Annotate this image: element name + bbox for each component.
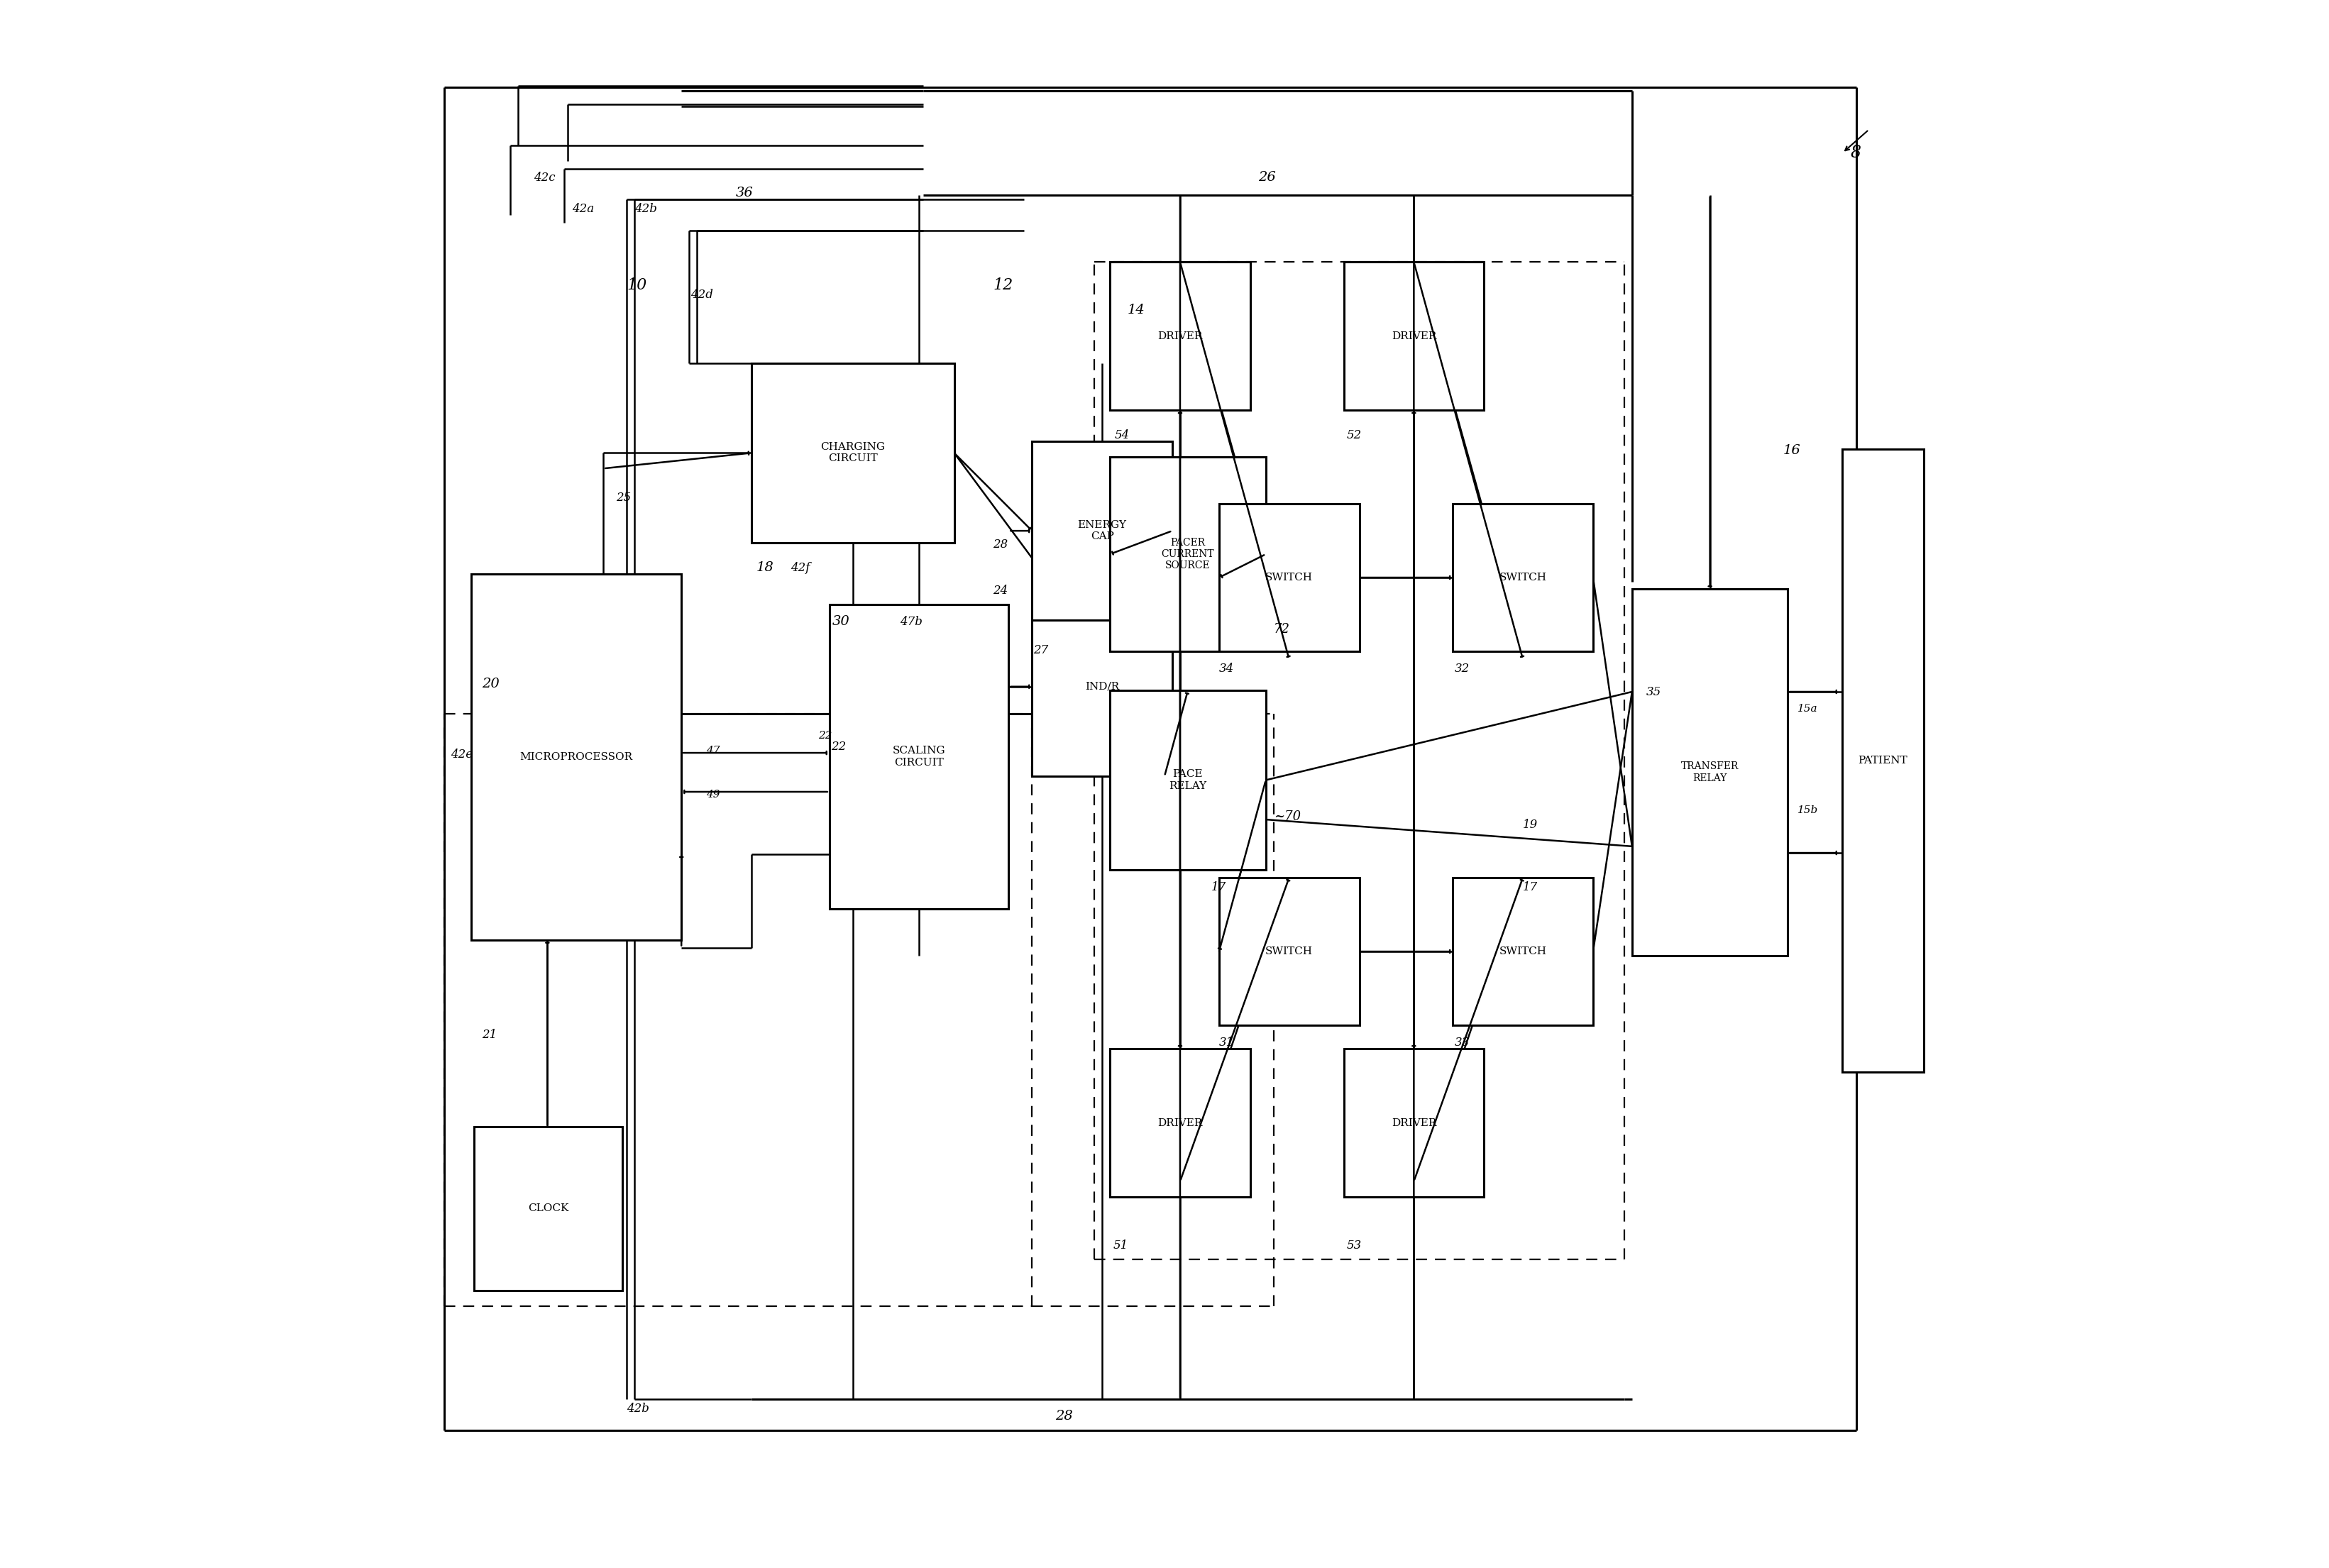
Text: 22: 22 xyxy=(831,740,845,753)
Text: DRIVER: DRIVER xyxy=(1390,1118,1437,1127)
Text: 47b: 47b xyxy=(899,616,922,629)
Text: IND/R: IND/R xyxy=(1085,682,1120,691)
Text: MICROPROCESSOR: MICROPROCESSOR xyxy=(519,751,633,762)
Text: 72: 72 xyxy=(1274,622,1290,637)
Text: 36: 36 xyxy=(736,187,755,199)
Text: TRANSFER
RELAY: TRANSFER RELAY xyxy=(1682,762,1740,782)
Text: 42d: 42d xyxy=(692,289,713,301)
Bar xyxy=(1111,262,1251,411)
Bar xyxy=(1218,878,1360,1025)
Text: 52: 52 xyxy=(1346,430,1362,441)
Text: SWITCH: SWITCH xyxy=(1500,572,1546,583)
Text: ~70: ~70 xyxy=(1274,811,1300,823)
Text: 15b: 15b xyxy=(1798,806,1819,815)
Bar xyxy=(1453,503,1593,652)
Text: 16: 16 xyxy=(1784,444,1800,456)
Bar xyxy=(1111,1049,1251,1196)
Text: 49: 49 xyxy=(706,790,720,800)
Text: CHARGING
CIRCUIT: CHARGING CIRCUIT xyxy=(820,442,885,464)
Text: 32: 32 xyxy=(1453,663,1470,674)
Text: 42f: 42f xyxy=(790,561,810,574)
Text: 30: 30 xyxy=(831,615,850,629)
Text: DRIVER: DRIVER xyxy=(1158,1118,1202,1127)
Text: DRIVER: DRIVER xyxy=(1390,331,1437,340)
Text: 21: 21 xyxy=(482,1029,496,1041)
Text: ENERGY
CAP: ENERGY CAP xyxy=(1078,521,1127,541)
Text: 42e: 42e xyxy=(452,748,473,760)
Bar xyxy=(829,605,1008,908)
Bar xyxy=(1032,441,1171,621)
Text: PACER
CURRENT
SOURCE: PACER CURRENT SOURCE xyxy=(1162,538,1213,571)
Bar xyxy=(752,364,955,543)
Text: 42c: 42c xyxy=(533,172,554,183)
Text: SWITCH: SWITCH xyxy=(1500,947,1546,956)
Text: 22: 22 xyxy=(817,731,831,740)
Text: 33: 33 xyxy=(1453,1036,1470,1049)
Text: 8: 8 xyxy=(1849,144,1861,162)
Text: 47: 47 xyxy=(706,746,720,756)
Text: CLOCK: CLOCK xyxy=(529,1204,568,1214)
Bar xyxy=(1453,878,1593,1025)
Text: 15a: 15a xyxy=(1798,704,1817,713)
Text: 17: 17 xyxy=(1523,881,1537,894)
Bar xyxy=(1111,456,1265,652)
Text: SCALING
CIRCUIT: SCALING CIRCUIT xyxy=(892,746,946,767)
Bar xyxy=(1344,1049,1484,1196)
Text: 42b: 42b xyxy=(633,204,657,215)
Bar xyxy=(475,1127,622,1290)
Text: 42a: 42a xyxy=(573,204,594,215)
Text: 53: 53 xyxy=(1346,1239,1362,1251)
Text: 20: 20 xyxy=(482,677,498,690)
Bar xyxy=(1218,503,1360,652)
Text: 42b: 42b xyxy=(627,1403,650,1414)
Text: 25: 25 xyxy=(615,491,631,503)
Text: PACE
RELAY: PACE RELAY xyxy=(1169,770,1206,790)
Bar xyxy=(1842,448,1924,1073)
Text: 28: 28 xyxy=(992,538,1008,550)
Text: 34: 34 xyxy=(1218,663,1234,674)
Text: 31: 31 xyxy=(1218,1036,1234,1049)
Text: 24: 24 xyxy=(992,585,1008,597)
Bar xyxy=(1344,262,1484,411)
Text: 12: 12 xyxy=(992,278,1013,293)
Text: 17: 17 xyxy=(1211,881,1227,894)
Text: SWITCH: SWITCH xyxy=(1265,572,1314,583)
Bar xyxy=(1633,590,1789,955)
Text: SWITCH: SWITCH xyxy=(1265,947,1314,956)
Text: 14: 14 xyxy=(1127,304,1144,317)
Text: 28: 28 xyxy=(1055,1410,1074,1422)
Text: PATIENT: PATIENT xyxy=(1859,756,1907,765)
Text: 54: 54 xyxy=(1116,430,1130,441)
Text: 19: 19 xyxy=(1523,818,1537,831)
Text: 26: 26 xyxy=(1258,171,1276,183)
Text: 18: 18 xyxy=(757,561,773,574)
Text: 10: 10 xyxy=(627,278,647,293)
Text: 35: 35 xyxy=(1647,687,1661,698)
Text: 27: 27 xyxy=(1034,644,1048,657)
Text: 51: 51 xyxy=(1113,1239,1127,1251)
Bar xyxy=(470,574,682,939)
Bar xyxy=(1032,597,1171,776)
Text: DRIVER: DRIVER xyxy=(1158,331,1202,340)
Bar xyxy=(1111,690,1265,870)
